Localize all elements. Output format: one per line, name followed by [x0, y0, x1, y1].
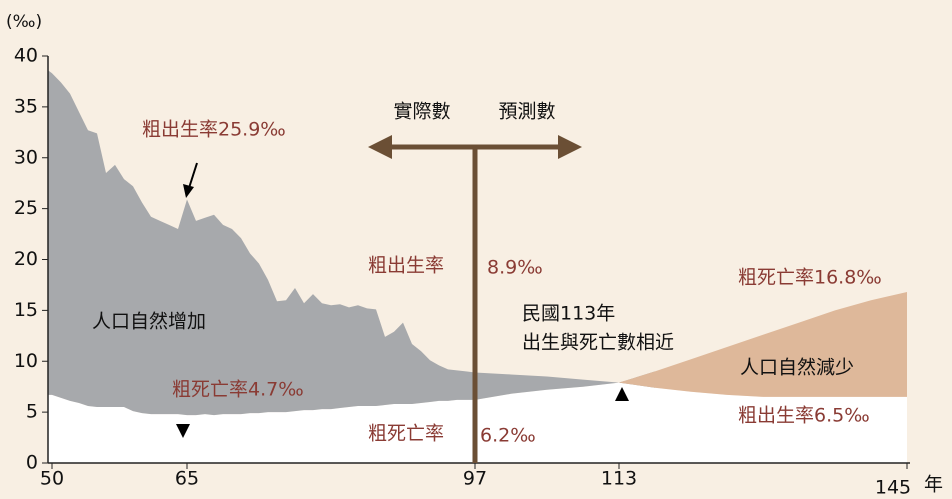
- y-tick-label: 25: [14, 197, 38, 219]
- annotation: 粗出生率6.5‰: [738, 405, 870, 427]
- annotation: 人口自然增加: [92, 311, 206, 333]
- divider: [368, 135, 582, 463]
- x-tick-label: 113: [601, 468, 637, 490]
- x-tick-label: 65: [175, 468, 199, 490]
- x-tick-label: 97: [463, 468, 487, 490]
- annotation: 6.2‰: [480, 425, 536, 447]
- y-tick-label: 30: [14, 146, 38, 168]
- label-forecast: 預測數: [498, 101, 555, 123]
- y-tick-label: 40: [14, 45, 38, 67]
- y-tick-label: 35: [14, 95, 38, 117]
- x-unit: 年: [924, 474, 943, 496]
- pointer: [188, 162, 198, 189]
- y-tick-label: 5: [26, 401, 38, 423]
- annotation: 粗死亡率4.7‰: [172, 379, 304, 401]
- marker: [615, 387, 629, 401]
- pointer: [183, 184, 194, 198]
- annotation: 粗死亡率: [368, 423, 444, 445]
- annotation: 粗死亡率16.8‰: [738, 267, 882, 289]
- y-unit: (‰): [6, 12, 42, 32]
- y-tick-label: 20: [14, 248, 38, 270]
- marker: [176, 424, 190, 438]
- annotation: 8.9‰: [487, 257, 543, 279]
- annotation: 粗出生率: [368, 255, 444, 277]
- x-tick-label: 145: [875, 477, 911, 499]
- x-tick-label: 50: [40, 468, 64, 490]
- y-tick-label: 15: [14, 299, 38, 321]
- band-area: [48, 70, 655, 416]
- annotation: 人口自然減少: [740, 357, 854, 379]
- y-tick-label: 10: [14, 350, 38, 372]
- label-actual: 實際數: [393, 101, 450, 123]
- annotation: 出生與死亡數相近: [522, 332, 674, 354]
- y-tick-label: 0: [26, 452, 38, 474]
- band-area: [619, 292, 907, 397]
- annotation: 粗出生率25.9‰: [142, 119, 286, 141]
- annotation: 民國113年: [522, 303, 615, 325]
